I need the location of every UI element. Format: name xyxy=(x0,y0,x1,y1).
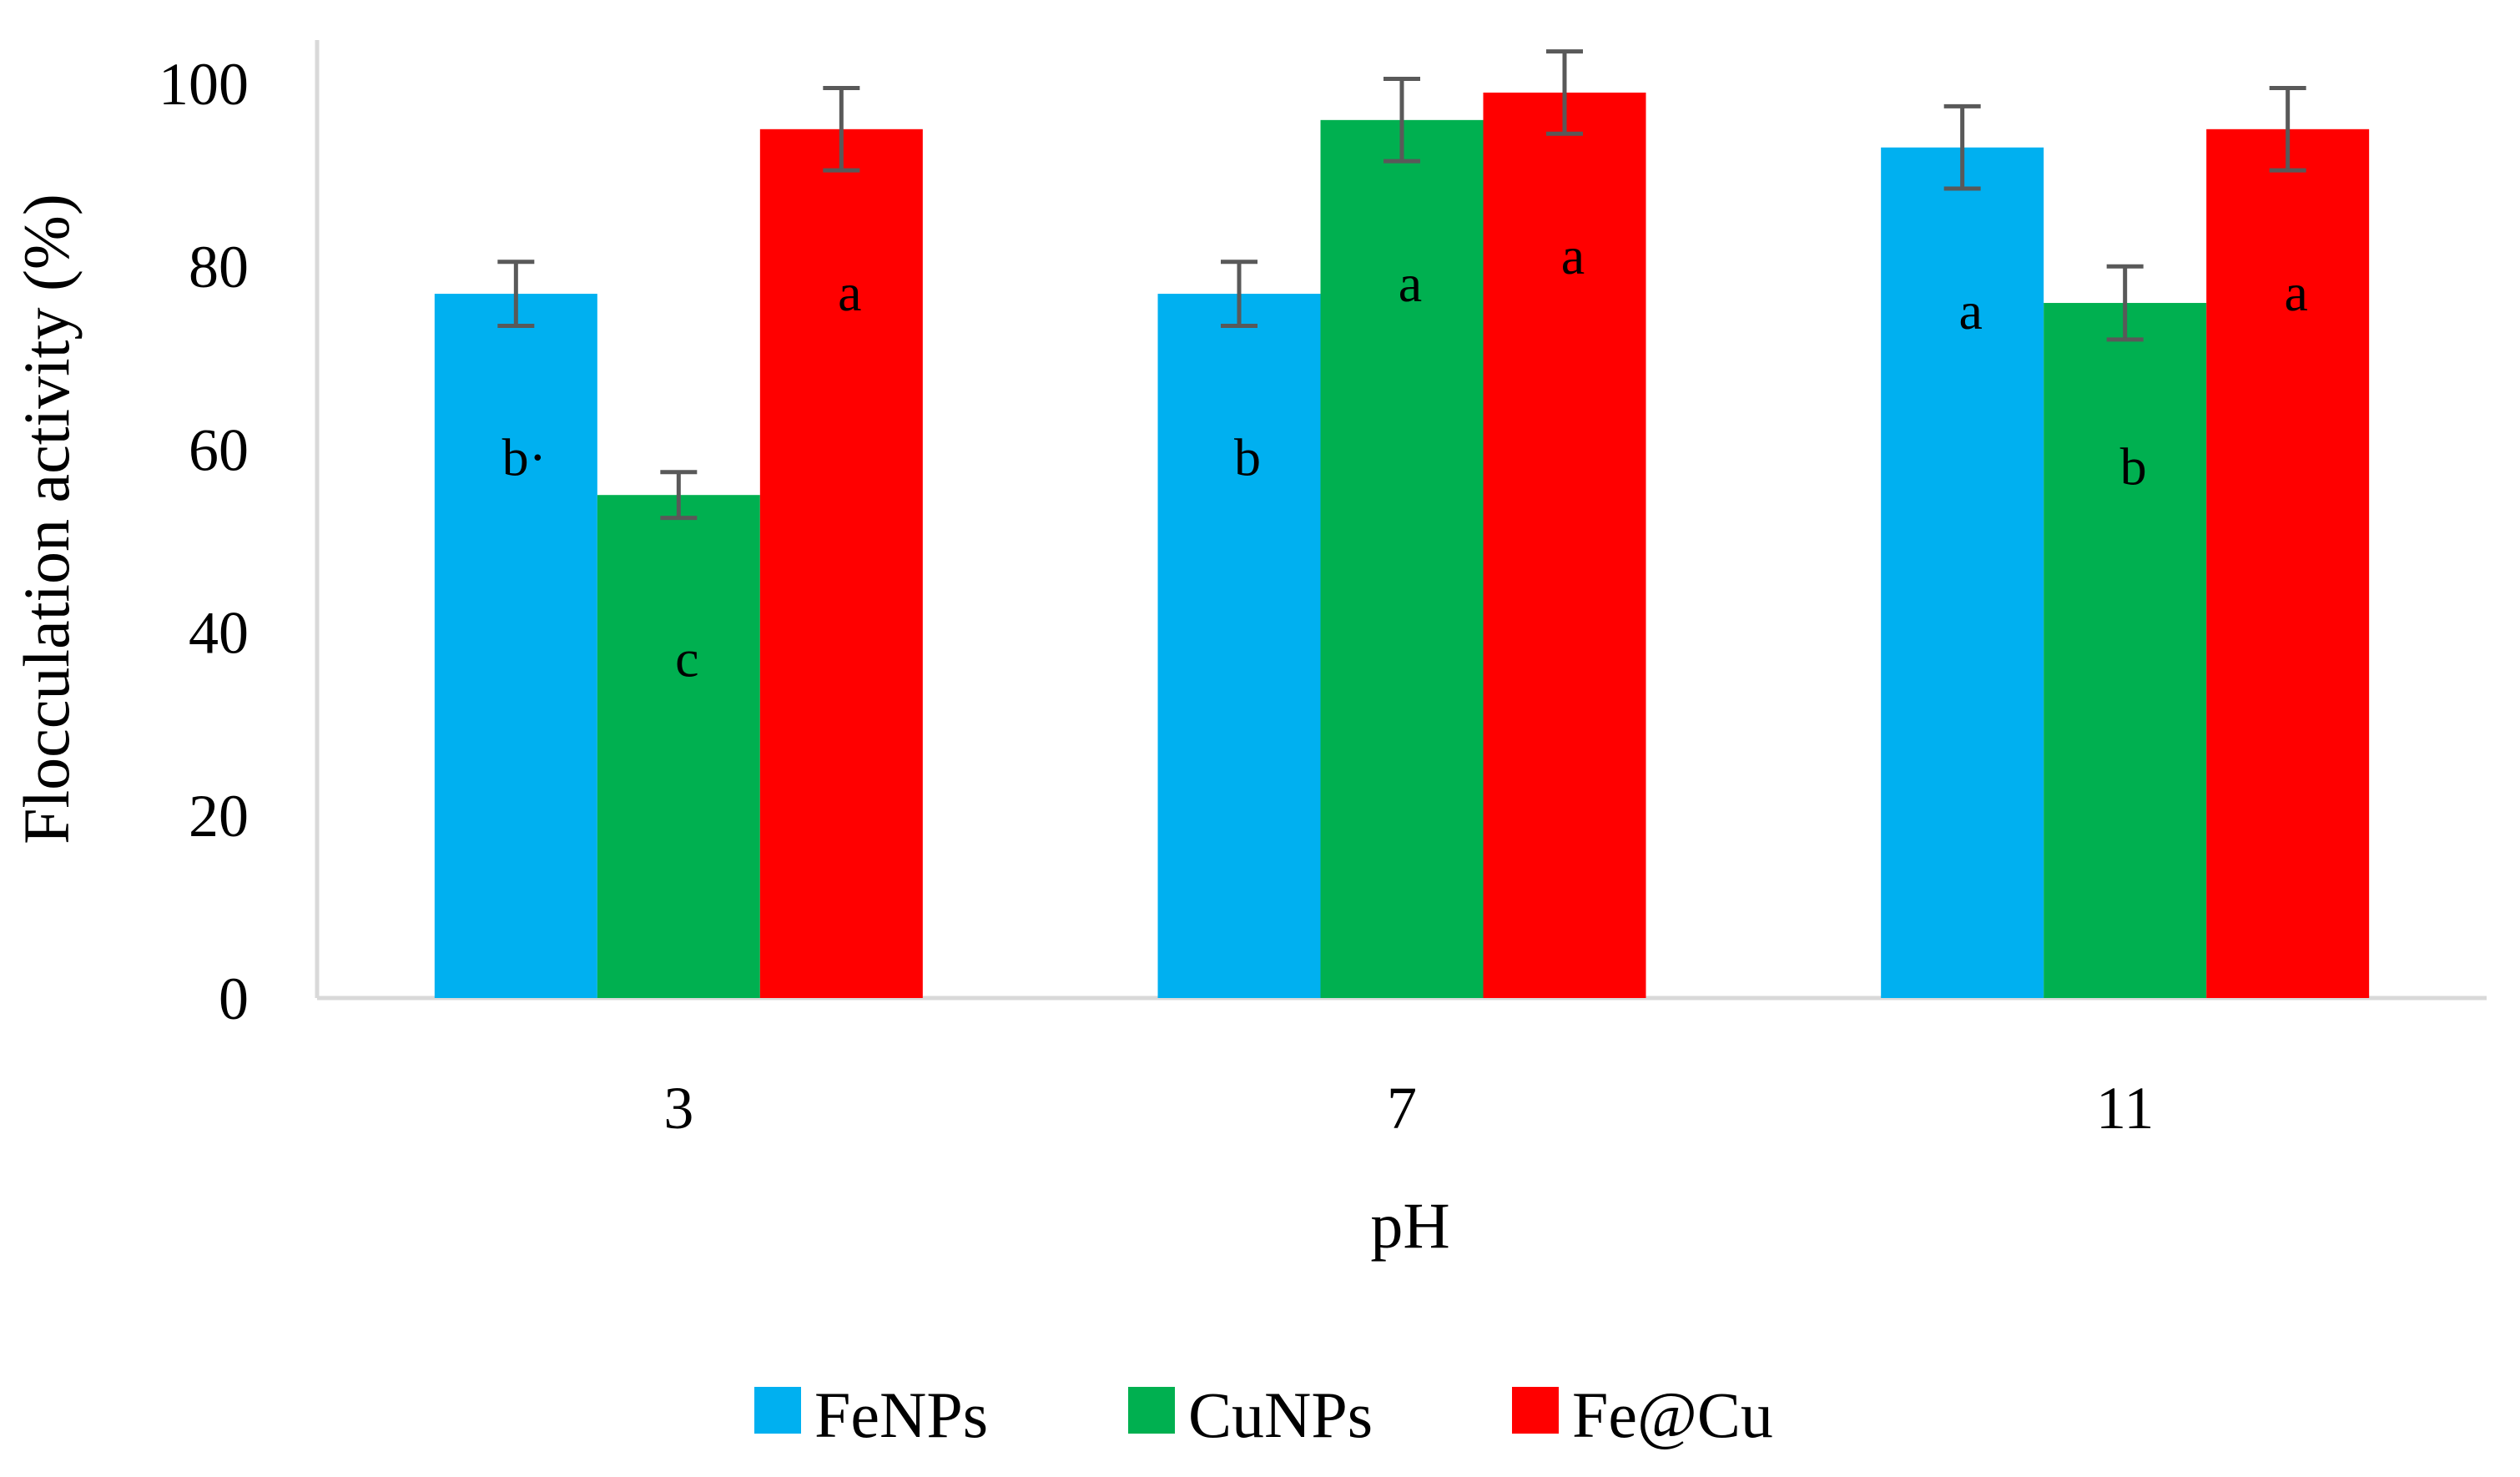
error-bar xyxy=(1943,103,1981,191)
significance-letters: b· c a b a a a b a xyxy=(502,226,2308,688)
x-tick-label: 3 xyxy=(663,1075,693,1142)
y-tick-label: 20 xyxy=(189,783,249,849)
legend-swatch xyxy=(1128,1387,1175,1434)
bar-fenps-ph-7 xyxy=(1157,294,1321,999)
y-tick-label: 60 xyxy=(189,416,249,483)
error-bar xyxy=(660,470,698,521)
y-tick-label: 100 xyxy=(159,51,249,118)
y-tick-labels: 0 20 40 60 80 100 xyxy=(159,51,249,1032)
y-axis-title: Flocculation activity (%) xyxy=(10,194,83,844)
bar-cunps-ph-11 xyxy=(2044,303,2207,998)
significance-letter: a xyxy=(1399,254,1422,313)
legend-swatch xyxy=(1512,1387,1559,1434)
error-bar xyxy=(497,260,535,328)
x-axis-title: pH xyxy=(1370,1189,1449,1262)
legend-swatch xyxy=(754,1387,801,1434)
bar-fe-cu-ph-7 xyxy=(1483,92,1646,999)
x-tick-label: 11 xyxy=(2096,1075,2154,1142)
bar-fenps-ph-11 xyxy=(1881,147,2044,999)
error-bar xyxy=(1383,77,1420,164)
significance-letter: b xyxy=(2120,436,2147,496)
legend-item: FeNPs xyxy=(754,1379,988,1451)
y-tick-label: 40 xyxy=(189,600,249,667)
y-tick-label: 80 xyxy=(189,234,249,300)
error-bar xyxy=(823,85,860,173)
legend-item: Fe@Cu xyxy=(1512,1379,1773,1451)
x-tick-labels: 3 7 11 xyxy=(663,1075,2154,1142)
bar-cunps-ph-7 xyxy=(1320,119,1484,999)
bar-fe-cu-ph-3 xyxy=(759,129,923,998)
significance-letter: a xyxy=(838,263,861,322)
legend: FeNPs CuNPs Fe@Cu xyxy=(754,1379,1773,1451)
significance-letter: b xyxy=(1234,427,1261,486)
significance-letter: a xyxy=(2284,263,2307,322)
legend-label: FeNPs xyxy=(814,1379,988,1451)
significance-letter: c xyxy=(675,628,698,688)
bar-fe-cu-ph-11 xyxy=(2206,129,2370,998)
x-tick-label: 7 xyxy=(1387,1075,1417,1142)
legend-label: Fe@Cu xyxy=(1572,1379,1773,1451)
legend-item: CuNPs xyxy=(1128,1379,1373,1451)
bar-fenps-ph-3 xyxy=(434,294,597,999)
error-bar xyxy=(1546,49,1583,136)
significance-letter: a xyxy=(1561,226,1585,285)
error-bar xyxy=(2269,85,2306,173)
error-bar xyxy=(1221,260,1257,328)
bar-marks xyxy=(434,92,2370,999)
error-bar xyxy=(2106,264,2144,342)
y-tick-label: 0 xyxy=(219,965,249,1032)
bar-cunps-ph-3 xyxy=(597,495,760,998)
legend-label: CuNPs xyxy=(1188,1379,1373,1451)
error-bars xyxy=(497,49,2306,521)
significance-letter: a xyxy=(1958,281,1982,340)
significance-letter: b· xyxy=(502,427,547,486)
